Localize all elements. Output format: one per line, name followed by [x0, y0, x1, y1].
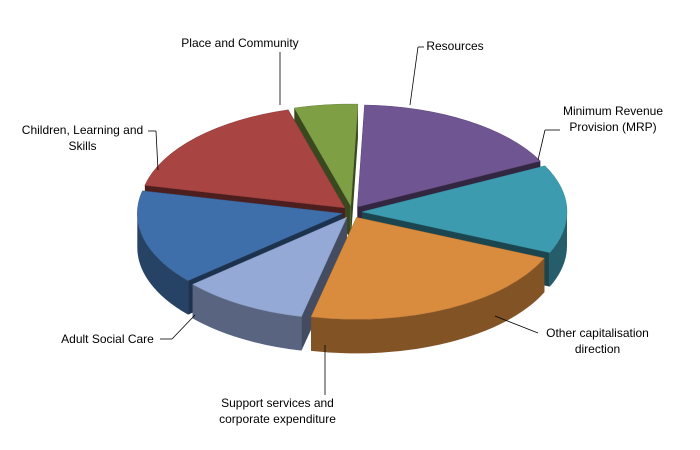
slice-label: Support services and corporate expenditu… [219, 396, 336, 426]
leader-line [537, 129, 546, 161]
slice [192, 216, 348, 317]
slice-label: Resources [426, 39, 484, 53]
slice-label: Adult Social Care [61, 332, 154, 346]
slice-side [311, 258, 545, 354]
slice-label: Other capitalisation direction [546, 326, 649, 356]
slice-side [549, 211, 567, 287]
slice [357, 104, 541, 208]
leader-line [494, 315, 539, 334]
leader-line [155, 130, 159, 171]
slice-label: Minimum Revenue Provision (MRP) [562, 104, 664, 134]
slice-side [137, 213, 189, 315]
slice [293, 103, 359, 207]
slice [310, 217, 545, 320]
slice [361, 165, 568, 253]
leader-lines [148, 46, 560, 395]
slice [137, 190, 344, 281]
slice-side [192, 284, 302, 351]
slice-wall [350, 104, 358, 241]
slice-label: Place and Community [181, 36, 299, 50]
slice [144, 109, 346, 209]
slice-label: Children, Learning and Skills [21, 123, 144, 153]
leader-line [171, 314, 196, 340]
leader-line [409, 46, 419, 106]
